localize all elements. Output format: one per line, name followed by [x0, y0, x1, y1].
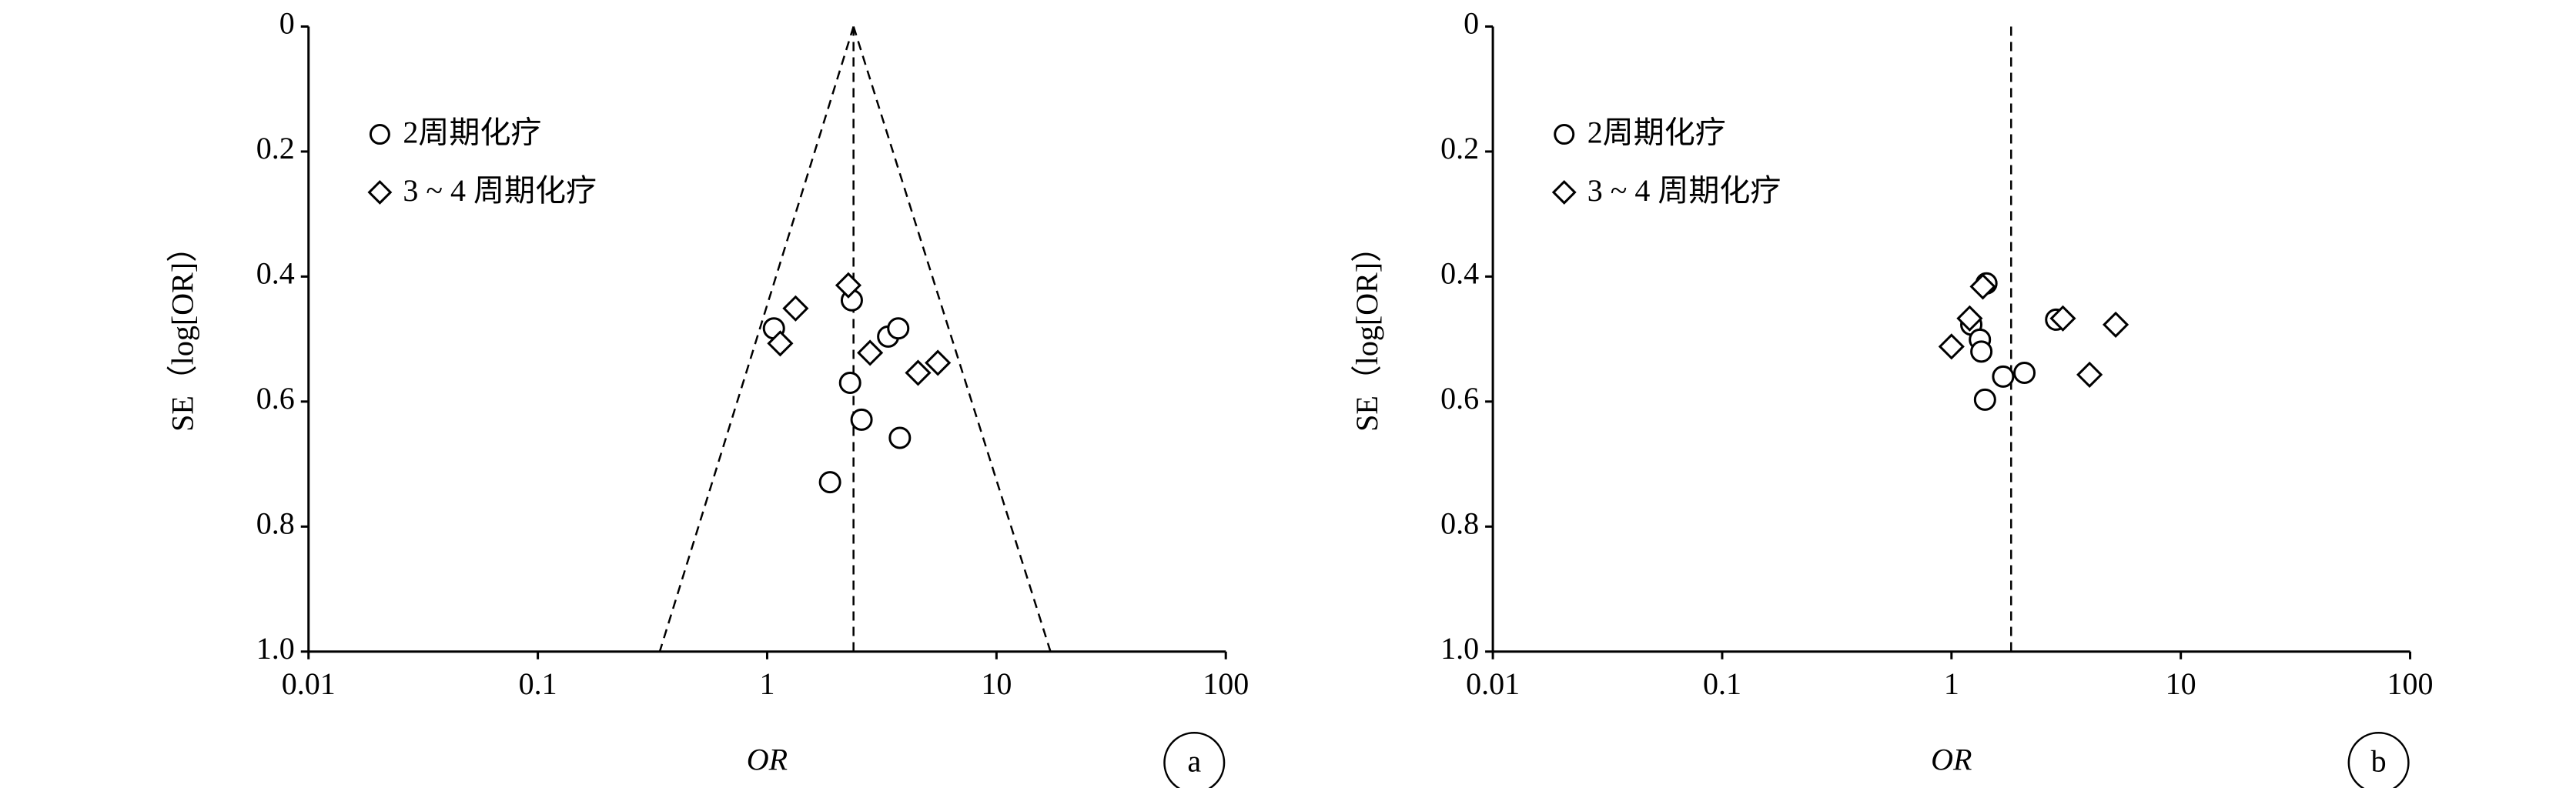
- data-point: [767, 330, 794, 357]
- data-point: [887, 317, 910, 340]
- x-tick-label: 10: [2166, 666, 2196, 701]
- data-point: [850, 408, 873, 431]
- data-point: [835, 272, 862, 299]
- data-point: [1938, 333, 1965, 360]
- data-point: [2049, 305, 2076, 332]
- legend-label: 3 ~ 4 周期化疗: [1587, 173, 1781, 208]
- y-tick-label: 0.2: [256, 131, 295, 165]
- x-tick-label: 10: [981, 666, 1012, 701]
- data-point: [2013, 361, 2036, 384]
- panel-label: a: [1187, 743, 1201, 778]
- data-point: [905, 359, 932, 386]
- y-tick-label: 0.8: [1440, 506, 1479, 540]
- data-point: [888, 426, 912, 449]
- legend-marker: [367, 180, 393, 205]
- y-tick-label: 0.6: [1440, 381, 1479, 416]
- legend-marker: [1554, 124, 1575, 145]
- x-tick-label: 0.01: [282, 666, 336, 701]
- panel-label-circle: [1163, 732, 1226, 788]
- data-point: [838, 371, 861, 394]
- panel-label: b: [2371, 743, 2387, 778]
- y-tick-label: 0.8: [256, 506, 295, 540]
- data-point: [2103, 311, 2129, 338]
- y-tick-label: 0.4: [1440, 256, 1479, 291]
- data-point: [1992, 365, 2015, 388]
- x-tick-label: 0.1: [519, 666, 557, 701]
- legend-marker: [369, 124, 390, 145]
- funnel-line: [852, 26, 1052, 653]
- x-axis-label: OR: [1931, 742, 1972, 776]
- y-tick-label: 0.2: [1440, 131, 1479, 165]
- data-point: [2076, 361, 2103, 388]
- y-tick-label: 0.4: [256, 256, 295, 291]
- x-tick-label: 100: [1203, 666, 1249, 701]
- panel: 0 0.2 0.4 0.6 0.8 1.00.01 0.1 1 10 100 OR SE（log[OR…: [165, 6, 1249, 788]
- x-tick-label: 1: [1944, 666, 1959, 701]
- x-tick-label: 0.01: [1466, 666, 1520, 701]
- data-point: [1956, 305, 1983, 332]
- y-tick-label: 1.0: [1440, 631, 1479, 666]
- y-axis-label: SE（log[OR]）: [1350, 232, 1384, 432]
- x-tick-label: 0.1: [1703, 666, 1741, 701]
- legend-label: 2周期化疗: [1587, 115, 1726, 150]
- y-axis-label: SE（log[OR]）: [165, 232, 199, 432]
- y-tick-label: 0: [279, 6, 295, 41]
- funnel-line: [658, 26, 855, 653]
- panel-label-circle: [2347, 732, 2410, 788]
- data-point: [1969, 273, 1996, 300]
- data-point: [1973, 388, 1996, 411]
- x-axis-label: OR: [747, 742, 788, 776]
- x-tick-label: 100: [2387, 666, 2434, 701]
- legend-marker: [1551, 180, 1577, 205]
- legend-label: 2周期化疗: [403, 115, 541, 150]
- x-tick-label: 1: [759, 666, 774, 701]
- data-point: [1970, 340, 1993, 363]
- y-tick-label: 1.0: [256, 631, 295, 666]
- y-tick-label: 0.6: [256, 381, 295, 416]
- data-point: [818, 471, 841, 494]
- y-tick-label: 0: [1464, 6, 1479, 41]
- data-point: [782, 295, 809, 322]
- data-point: [857, 339, 884, 366]
- legend-label: 3 ~ 4 周期化疗: [403, 173, 597, 208]
- panel: 0 0.2 0.4 0.6 0.8 1.00.01 0.1 1 10 100 OR SE（log[OR…: [1350, 6, 2434, 788]
- data-point: [925, 349, 952, 376]
